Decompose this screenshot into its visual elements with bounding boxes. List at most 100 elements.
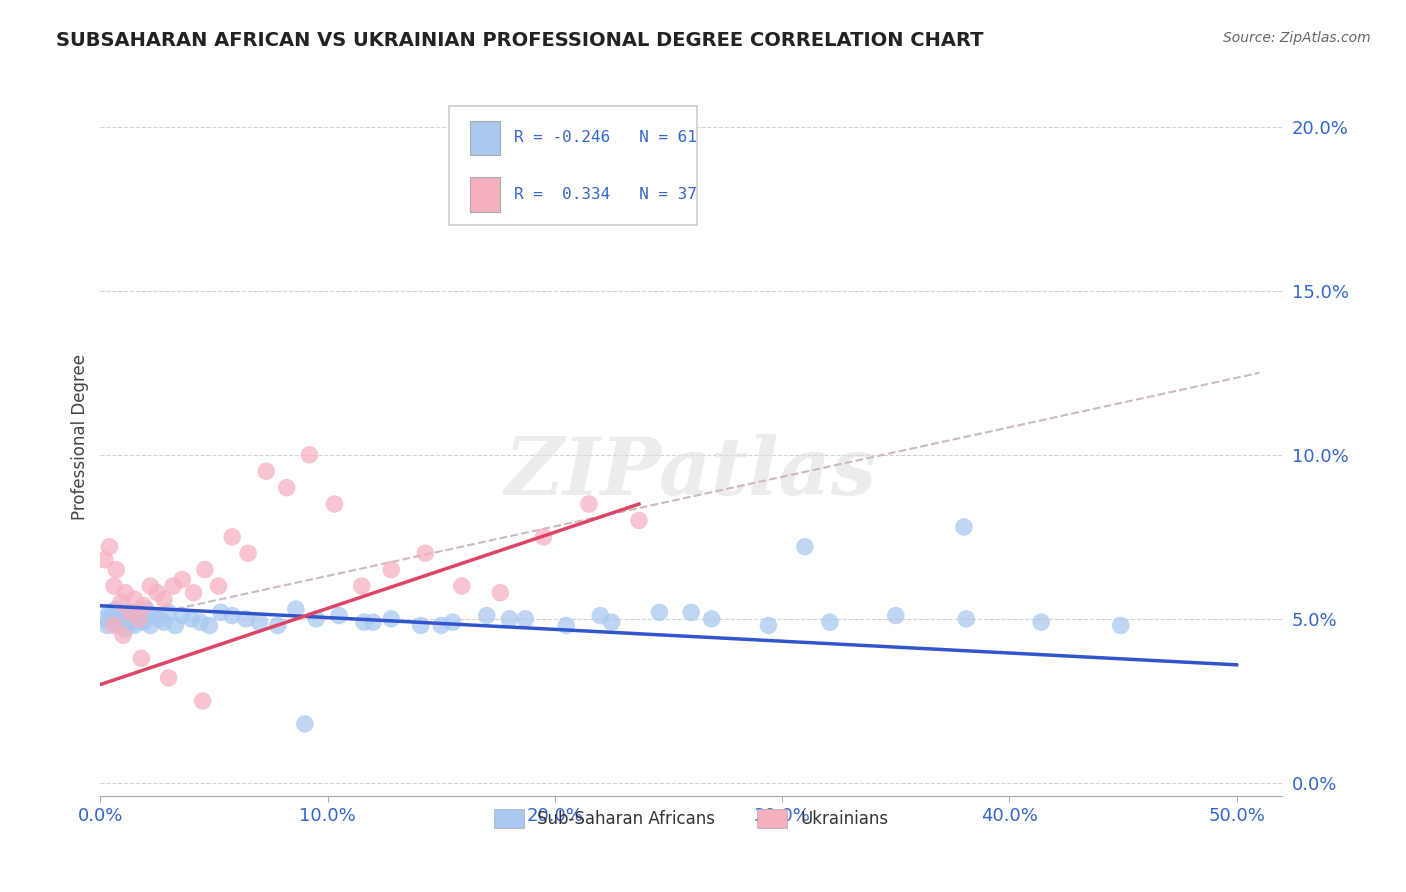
Point [198,618,221,632]
Point [884,608,907,623]
Point [323,497,346,511]
Point [236,546,259,560]
Point [157,671,180,685]
Text: R =  0.334   N = 37: R = 0.334 N = 37 [515,187,697,202]
Point [953,520,976,534]
Point [221,608,243,623]
Point [118,605,141,619]
Point [350,579,373,593]
Point [353,615,375,629]
Point [1031,615,1053,629]
Point [415,546,437,560]
Point [139,618,162,632]
Point [183,585,205,599]
FancyBboxPatch shape [470,120,499,155]
Point [103,615,125,629]
Point [162,579,184,593]
Point [118,608,141,623]
Point [132,615,155,629]
Point [165,618,187,632]
Point [235,612,257,626]
Point [793,540,815,554]
Point [105,602,128,616]
Point [191,694,214,708]
Point [555,618,578,632]
Point [450,579,472,593]
Point [112,628,135,642]
Point [129,612,152,626]
Text: SUBSAHARAN AFRICAN VS UKRAINIAN PROFESSIONAL DEGREE CORRELATION CHART: SUBSAHARAN AFRICAN VS UKRAINIAN PROFESSI… [56,31,984,50]
Point [254,464,277,478]
Point [249,615,271,629]
Text: ZIPatlas: ZIPatlas [505,434,877,511]
Point [328,608,350,623]
Point [758,618,780,632]
Point [700,612,723,626]
Point [129,651,152,665]
Point [284,602,307,616]
Point [305,612,328,626]
FancyBboxPatch shape [470,178,499,211]
Point [498,612,520,626]
Point [172,608,194,623]
Text: Source: ZipAtlas.com: Source: ZipAtlas.com [1223,31,1371,45]
Point [188,615,211,629]
Point [648,605,671,619]
Point [112,605,135,619]
Point [114,622,136,636]
Point [132,599,155,613]
Point [157,605,180,619]
Point [110,612,132,626]
Point [266,618,288,632]
Point [294,717,316,731]
Point [128,612,150,626]
Point [105,563,128,577]
Text: R = -0.246   N = 61: R = -0.246 N = 61 [515,130,697,145]
Point [103,579,125,593]
Point [489,585,512,599]
Point [818,615,841,629]
Point [172,573,194,587]
Point [207,579,229,593]
Point [578,497,600,511]
Point [124,592,146,607]
Point [221,530,243,544]
Point [94,612,117,626]
Point [121,615,143,629]
Point [533,530,555,544]
Point [107,618,129,632]
Point [276,481,298,495]
Point [180,612,202,626]
Point [430,618,453,632]
Point [117,612,139,626]
Point [114,585,136,599]
Point [475,608,498,623]
Point [681,605,703,619]
Point [298,448,321,462]
Y-axis label: Professional Degree: Professional Degree [72,354,89,520]
Point [627,513,650,527]
Point [100,608,122,623]
Point [128,608,150,623]
Point [153,592,176,607]
Point [135,602,157,616]
Point [146,585,169,599]
Point [600,615,623,629]
Point [96,618,118,632]
Legend: Sub-Saharan Africans, Ukrainians: Sub-Saharan Africans, Ukrainians [488,802,896,835]
Point [110,595,132,609]
Point [153,615,176,629]
Point [955,612,977,626]
Point [139,579,162,593]
Point [209,605,232,619]
Point [515,612,537,626]
Point [98,605,121,619]
FancyBboxPatch shape [449,106,697,225]
Point [409,618,432,632]
Point [361,615,384,629]
Point [589,608,612,623]
Point [148,612,170,626]
Point [441,615,464,629]
Point [103,618,125,632]
Point [98,540,121,554]
